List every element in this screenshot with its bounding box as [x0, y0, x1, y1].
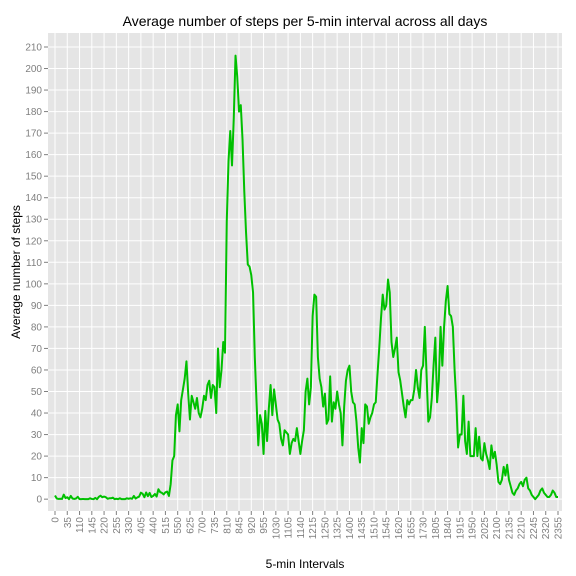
x-tick-label: 2245 — [529, 517, 540, 540]
y-tick-label: 200 — [25, 64, 42, 75]
x-tick-label: 35 — [63, 517, 74, 529]
x-tick-label: 550 — [173, 517, 184, 534]
x-tick-label: 700 — [198, 517, 209, 534]
x-tick-label: 515 — [161, 517, 172, 534]
x-tick-label: 810 — [222, 517, 233, 534]
x-tick-label: 330 — [124, 517, 135, 534]
y-tick-label: 150 — [25, 172, 42, 183]
x-tick-label: 1140 — [296, 517, 307, 539]
y-tick-label: 170 — [25, 129, 42, 140]
x-tick-label: 1105 — [284, 517, 295, 539]
x-tick-label: 1510 — [369, 517, 380, 540]
x-tick-label: 220 — [100, 517, 111, 534]
y-tick-label: 0 — [36, 495, 42, 506]
x-tick-label: 0 — [51, 517, 62, 523]
x-tick-label: 2025 — [480, 517, 491, 540]
x-tick-label: 2355 — [554, 517, 565, 540]
x-tick-label: 2135 — [504, 517, 515, 540]
x-tick-label: 255 — [112, 517, 123, 534]
x-tick-label: 2320 — [541, 517, 552, 540]
x-tick-label: 405 — [136, 517, 147, 534]
y-tick-label: 210 — [25, 42, 42, 53]
x-tick-label: 440 — [149, 517, 160, 534]
x-tick-label: 1435 — [357, 517, 368, 540]
x-axis-title: 5-min Intervals — [266, 557, 345, 571]
x-tick-label: 1730 — [419, 517, 430, 540]
x-tick-label: 1545 — [382, 517, 393, 540]
x-tick-label: 625 — [185, 517, 196, 534]
x-tick-label: 1400 — [345, 517, 356, 540]
y-tick-label: 90 — [31, 301, 43, 312]
x-tick-label: 145 — [87, 517, 98, 534]
y-tick-label: 190 — [25, 86, 42, 97]
y-tick-label: 20 — [31, 452, 43, 463]
x-tick-label: 1915 — [455, 517, 466, 540]
y-tick-label: 140 — [25, 193, 42, 204]
x-tick-label: 845 — [235, 517, 246, 534]
y-tick-label: 120 — [25, 236, 42, 247]
y-tick-label: 70 — [31, 344, 43, 355]
y-tick-label: 160 — [25, 150, 42, 161]
x-tick-label: 2100 — [492, 517, 503, 540]
x-tick-label: 735 — [210, 517, 221, 534]
y-tick-label: 10 — [31, 473, 43, 484]
x-tick-label: 1840 — [443, 517, 454, 540]
y-tick-label: 130 — [25, 215, 42, 226]
x-tick-label: 1030 — [271, 517, 282, 540]
x-tick-label: 1805 — [431, 517, 442, 540]
x-tick-label: 1620 — [394, 517, 405, 540]
y-tick-label: 50 — [31, 387, 43, 398]
x-tick-label: 920 — [247, 517, 258, 534]
y-tick-label: 180 — [25, 107, 42, 118]
x-tick-label: 110 — [75, 517, 86, 533]
x-tick-label: 1250 — [320, 517, 331, 540]
x-tick-label: 1215 — [308, 517, 319, 540]
x-tick-label: 1950 — [468, 517, 479, 540]
y-tick-label: 60 — [31, 365, 43, 376]
y-tick-label: 80 — [31, 322, 43, 333]
chart-title: Average number of steps per 5-min interv… — [123, 13, 488, 29]
y-tick-label: 100 — [25, 279, 42, 290]
x-tick-label: 1655 — [406, 517, 417, 540]
x-tick-label: 955 — [259, 517, 270, 534]
x-tick-label: 2210 — [517, 517, 528, 540]
x-tick-label: 1325 — [333, 517, 344, 540]
data-line — [54, 54, 558, 501]
y-tick-label: 30 — [31, 430, 43, 441]
panel — [48, 33, 562, 511]
y-tick-label: 110 — [26, 258, 42, 269]
y-axis-title: Average number of steps — [9, 205, 23, 339]
y-tick-label: 40 — [31, 409, 43, 420]
